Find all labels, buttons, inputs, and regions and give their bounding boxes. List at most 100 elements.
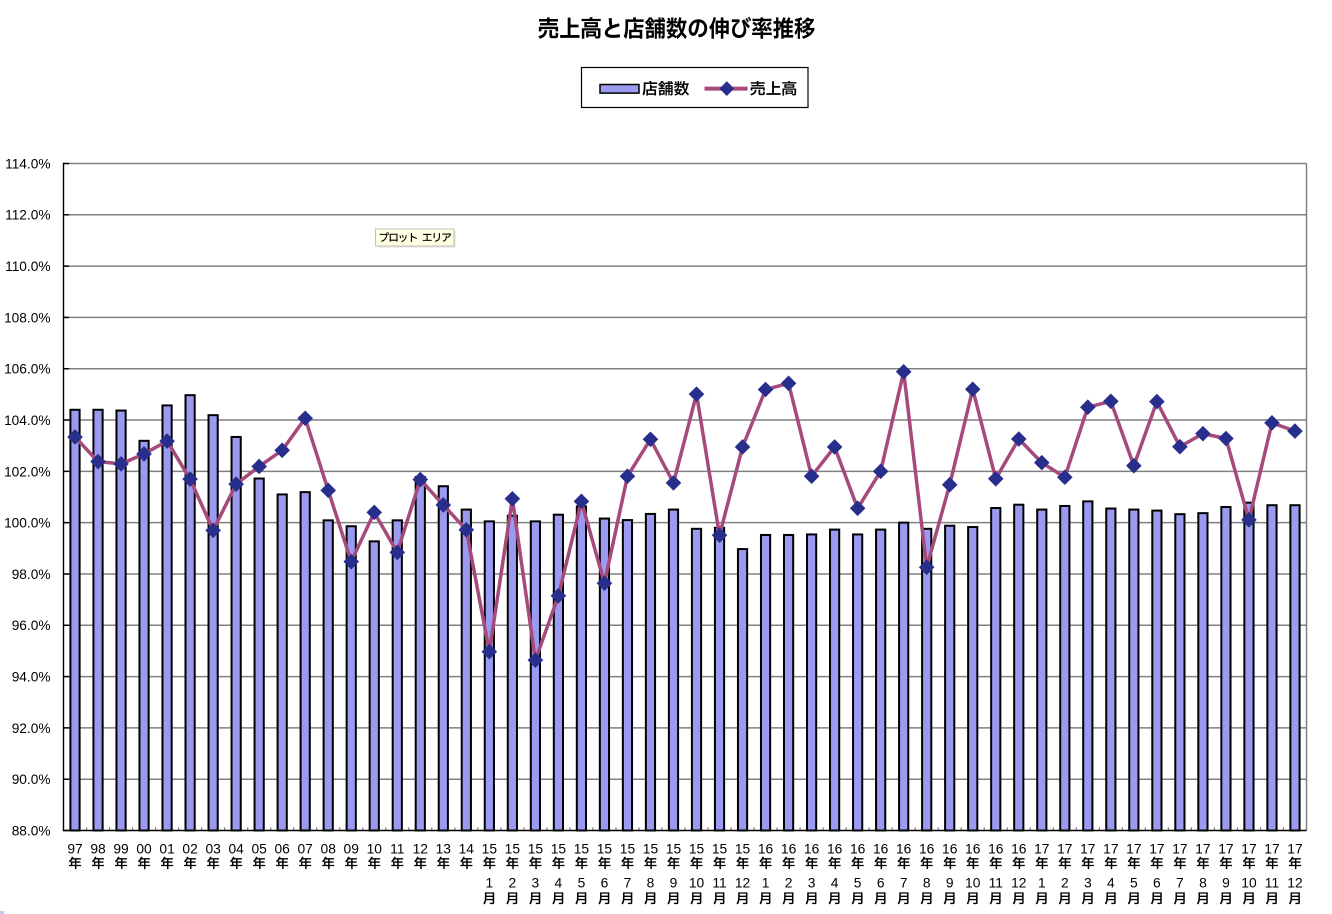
svg-text:07: 07: [298, 842, 313, 857]
svg-text:12: 12: [1287, 876, 1302, 891]
svg-text:114.0%: 114.0%: [5, 156, 50, 171]
svg-text:09: 09: [344, 842, 360, 857]
svg-text:2: 2: [785, 876, 793, 891]
svg-text:17: 17: [1126, 842, 1141, 857]
svg-text:15: 15: [620, 842, 636, 857]
svg-text:17: 17: [1103, 842, 1118, 857]
svg-text:5: 5: [854, 876, 862, 891]
svg-text:104.0%: 104.0%: [4, 413, 50, 428]
svg-text:13: 13: [436, 842, 452, 857]
svg-text:7: 7: [900, 876, 908, 891]
svg-text:1: 1: [762, 876, 770, 891]
svg-text:6: 6: [601, 876, 609, 891]
svg-text:98.0%: 98.0%: [12, 567, 51, 582]
svg-text:4: 4: [1107, 876, 1115, 891]
svg-text:92.0%: 92.0%: [12, 721, 51, 736]
svg-text:15: 15: [482, 842, 498, 857]
svg-text:2: 2: [1061, 876, 1069, 891]
svg-text:17: 17: [1195, 842, 1210, 857]
svg-text:3: 3: [1084, 876, 1092, 891]
svg-text:16: 16: [804, 842, 820, 857]
svg-text:12: 12: [1011, 876, 1026, 891]
svg-text:5: 5: [578, 876, 586, 891]
svg-text:16: 16: [850, 842, 866, 857]
svg-text:16: 16: [873, 842, 889, 857]
svg-text:00: 00: [136, 842, 152, 857]
svg-text:06: 06: [275, 842, 291, 857]
svg-text:16: 16: [942, 842, 958, 857]
svg-text:99: 99: [113, 842, 129, 857]
svg-text:17: 17: [1034, 842, 1049, 857]
svg-text:14: 14: [459, 842, 475, 857]
svg-text:16: 16: [827, 842, 843, 857]
svg-text:15: 15: [689, 842, 705, 857]
svg-text:102.0%: 102.0%: [4, 464, 50, 479]
svg-text:16: 16: [896, 842, 912, 857]
svg-text:94.0%: 94.0%: [12, 669, 51, 684]
svg-text:15: 15: [597, 842, 613, 857]
svg-text:08: 08: [321, 842, 337, 857]
svg-text:9: 9: [946, 876, 954, 891]
svg-text:11: 11: [1265, 876, 1279, 891]
svg-text:11: 11: [712, 876, 726, 891]
svg-text:15: 15: [551, 842, 567, 857]
svg-text:16: 16: [919, 842, 935, 857]
svg-text:17: 17: [1080, 842, 1095, 857]
svg-text:15: 15: [666, 842, 682, 857]
svg-text:10: 10: [367, 842, 383, 857]
svg-text:1: 1: [1038, 876, 1046, 891]
svg-text:17: 17: [1218, 842, 1233, 857]
svg-text:106.0%: 106.0%: [4, 362, 50, 377]
svg-text:15: 15: [528, 842, 544, 857]
svg-text:1: 1: [485, 876, 493, 891]
svg-text:15: 15: [643, 842, 659, 857]
svg-text:15: 15: [505, 842, 521, 857]
svg-text:17: 17: [1149, 842, 1164, 857]
svg-text:03: 03: [205, 842, 221, 857]
svg-text:110.0%: 110.0%: [5, 259, 50, 274]
svg-text:3: 3: [808, 876, 816, 891]
svg-text:16: 16: [781, 842, 797, 857]
svg-text:17: 17: [1172, 842, 1187, 857]
svg-text:17: 17: [1057, 842, 1072, 857]
svg-text:9: 9: [1222, 876, 1230, 891]
svg-text:10: 10: [1241, 876, 1257, 891]
svg-text:11: 11: [390, 842, 404, 857]
svg-text:04: 04: [228, 842, 244, 857]
svg-text:112.0%: 112.0%: [5, 208, 50, 223]
svg-text:98: 98: [90, 842, 106, 857]
svg-text:5: 5: [1130, 876, 1138, 891]
svg-text:11: 11: [989, 876, 1003, 891]
svg-text:02: 02: [182, 842, 197, 857]
svg-text:16: 16: [758, 842, 774, 857]
svg-text:3: 3: [532, 876, 540, 891]
svg-text:6: 6: [1153, 876, 1161, 891]
svg-text:8: 8: [923, 876, 931, 891]
svg-text:6: 6: [877, 876, 885, 891]
svg-text:01: 01: [159, 842, 174, 857]
svg-text:100.0%: 100.0%: [4, 516, 50, 531]
svg-text:17: 17: [1264, 842, 1279, 857]
svg-text:8: 8: [1199, 876, 1207, 891]
svg-text:15: 15: [712, 842, 728, 857]
svg-text:16: 16: [988, 842, 1004, 857]
svg-text:05: 05: [251, 842, 267, 857]
svg-text:97: 97: [67, 842, 82, 857]
svg-text:12: 12: [735, 876, 750, 891]
svg-text:108.0%: 108.0%: [4, 310, 50, 325]
svg-text:9: 9: [670, 876, 678, 891]
svg-text:17: 17: [1287, 842, 1302, 857]
svg-text:7: 7: [1176, 876, 1184, 891]
svg-text:4: 4: [831, 876, 839, 891]
svg-text:90.0%: 90.0%: [12, 772, 51, 787]
svg-text:12: 12: [413, 842, 428, 857]
svg-text:96.0%: 96.0%: [12, 618, 51, 633]
svg-text:4: 4: [555, 876, 563, 891]
svg-text:16: 16: [1011, 842, 1027, 857]
svg-text:15: 15: [574, 842, 590, 857]
svg-text:2: 2: [509, 876, 517, 891]
svg-text:16: 16: [965, 842, 981, 857]
svg-text:10: 10: [965, 876, 981, 891]
svg-text:10: 10: [689, 876, 705, 891]
svg-text:88.0%: 88.0%: [12, 823, 51, 838]
